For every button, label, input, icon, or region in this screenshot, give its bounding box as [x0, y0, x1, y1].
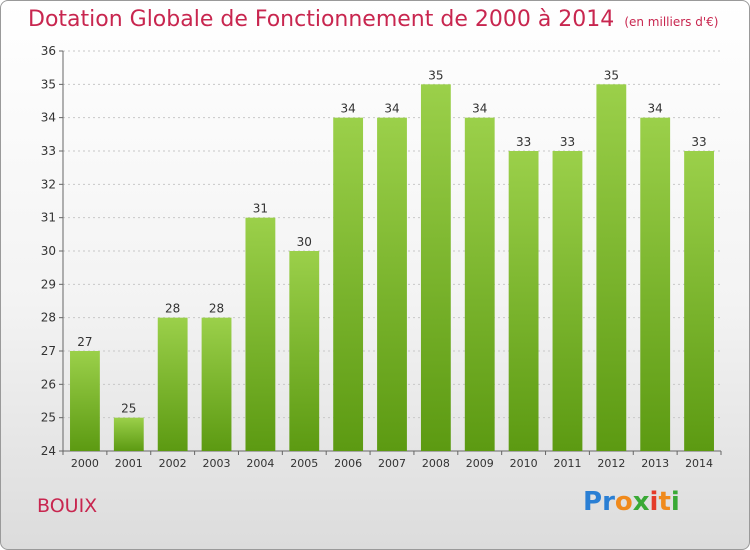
- y-tick-label: 31: [41, 211, 56, 225]
- y-tick-label: 27: [41, 344, 56, 358]
- data-label: 35: [604, 68, 619, 82]
- data-label: 33: [516, 135, 531, 149]
- bar: [464, 117, 495, 452]
- chart-title: Dotation Globale de Fonctionnement de 20…: [28, 7, 718, 32]
- x-tick-label: 2008: [422, 457, 450, 470]
- bar: [420, 84, 451, 451]
- x-tick-label: 2000: [71, 457, 99, 470]
- x-tick-label: 2012: [597, 457, 625, 470]
- y-tick-label: 26: [41, 377, 56, 391]
- bar: [113, 417, 144, 451]
- bar: [684, 151, 714, 451]
- data-label: 34: [648, 102, 663, 116]
- label-layer: 27 25 28 28 31 30 34 34 35 34 33 33 35 34 33: [77, 68, 706, 415]
- bar: [377, 117, 407, 452]
- x-tick-label: 2013: [641, 457, 669, 470]
- bar-layer: [70, 84, 714, 452]
- y-tick-label: 30: [41, 244, 56, 258]
- y-tick-label: 32: [41, 177, 56, 191]
- y-tick-label: 25: [41, 411, 56, 425]
- data-label: 34: [472, 102, 487, 116]
- data-label: 31: [253, 202, 268, 216]
- data-label: 30: [297, 235, 312, 249]
- x-tick-label: 2002: [159, 457, 187, 470]
- commune-name: BOUIX: [37, 495, 98, 517]
- y-tick-label: 35: [41, 77, 56, 91]
- bar: [201, 317, 232, 451]
- y-tick-label: 28: [41, 311, 56, 325]
- data-label: 28: [209, 302, 224, 316]
- data-label: 27: [77, 335, 92, 349]
- bar: [640, 117, 671, 452]
- x-tick-label: 2010: [510, 457, 538, 470]
- y-tick-label: 36: [41, 44, 56, 58]
- x-tick-label: 2006: [334, 457, 362, 470]
- x-tick-label: 2011: [553, 457, 581, 470]
- bar: [157, 317, 188, 451]
- proxiti-logo[interactable]: Proxiti: [583, 487, 680, 517]
- x-tick-label: 2001: [115, 457, 143, 470]
- bar: [596, 84, 627, 451]
- bar: [333, 117, 364, 452]
- chart-unit: (en milliers d'€): [624, 15, 719, 29]
- y-tick-label: 24: [41, 444, 56, 458]
- y-tick-label: 34: [41, 111, 56, 125]
- x-tick-label: 2004: [246, 457, 274, 470]
- bar: [552, 151, 583, 451]
- data-label: 33: [560, 135, 575, 149]
- chart-title-text: Dotation Globale de Fonctionnement de 20…: [28, 7, 615, 32]
- x-tick-label: 2014: [685, 457, 713, 470]
- y-tick-label: 29: [41, 277, 56, 291]
- data-label: 25: [121, 402, 136, 416]
- data-label: 28: [165, 302, 180, 316]
- bar: [245, 217, 276, 451]
- y-tick-label: 33: [41, 144, 56, 158]
- x-tick-label: 2003: [203, 457, 231, 470]
- data-label: 35: [428, 68, 443, 82]
- data-label: 34: [384, 102, 399, 116]
- x-tick-label: 2005: [290, 457, 318, 470]
- x-tick-label: 2007: [378, 457, 406, 470]
- bar: [70, 351, 100, 451]
- x-tick-label: 2009: [466, 457, 494, 470]
- bar: [508, 151, 539, 451]
- bar: [289, 251, 320, 451]
- data-label: 34: [340, 102, 355, 116]
- data-label: 33: [691, 135, 706, 149]
